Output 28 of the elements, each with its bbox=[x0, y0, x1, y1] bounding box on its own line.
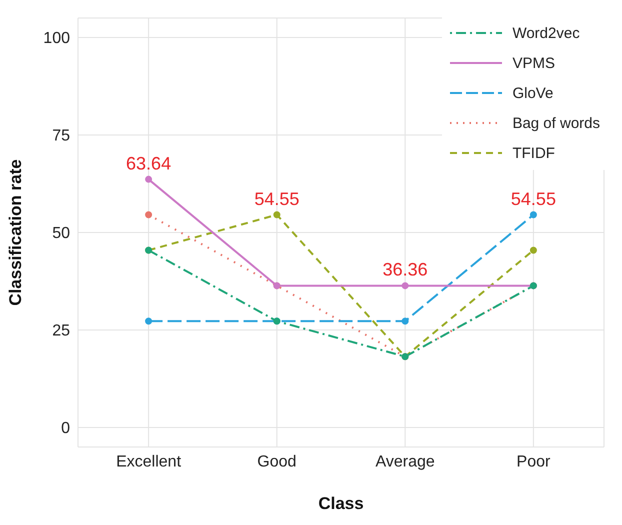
y-axis-title: Classification rate bbox=[6, 159, 26, 306]
data-label: 63.64 bbox=[126, 153, 172, 174]
x-tick-label: Poor bbox=[516, 453, 552, 470]
legend-label: VPMS bbox=[512, 54, 555, 72]
point bbox=[273, 211, 280, 218]
legend-label: TFIDF bbox=[512, 144, 555, 162]
point bbox=[402, 282, 409, 290]
y-tick-label: 25 bbox=[52, 322, 70, 340]
point bbox=[145, 176, 152, 183]
x-tick-label: Average bbox=[375, 453, 435, 470]
y-tick-label: 0 bbox=[61, 420, 70, 438]
legend-label: GloVe bbox=[512, 84, 554, 102]
data-label: 54.55 bbox=[510, 188, 556, 209]
point bbox=[530, 246, 537, 254]
x-tick-label: Excellent bbox=[116, 453, 182, 470]
data-label: 54.55 bbox=[254, 188, 300, 209]
data-label: 36.36 bbox=[382, 260, 428, 280]
y-tick-label: 75 bbox=[52, 128, 70, 145]
point bbox=[145, 318, 152, 325]
x-tick-label: Good bbox=[257, 453, 296, 470]
point bbox=[530, 211, 537, 218]
legend-label: Word2vec bbox=[512, 24, 580, 42]
x-axis-title: Class bbox=[318, 494, 364, 513]
point bbox=[402, 318, 409, 325]
point bbox=[145, 211, 152, 218]
y-tick-label: 50 bbox=[52, 225, 70, 242]
legend-label: Bag of words bbox=[512, 114, 600, 132]
y-tick-label: 100 bbox=[43, 30, 70, 48]
